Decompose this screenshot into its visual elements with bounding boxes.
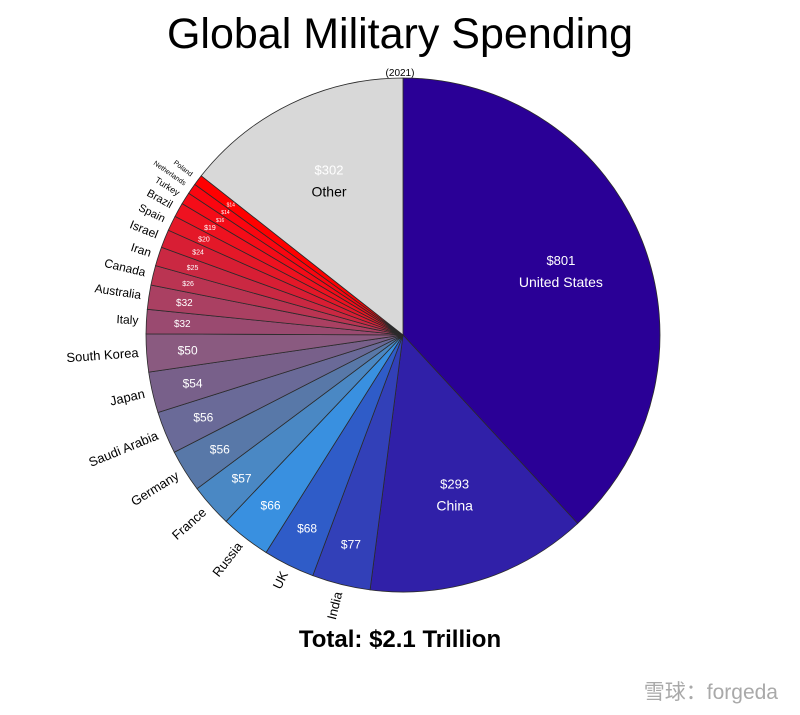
pie-slice-china [369, 334, 579, 593]
slice-name-japan: Japan [108, 386, 146, 409]
slice-name-iran: Iran [129, 240, 153, 260]
slice-name-saudi-arabia: Saudi Arabia [86, 428, 161, 470]
slice-name-south-korea: South Korea [66, 345, 140, 365]
pie-slice-other [200, 77, 404, 336]
slice-value-netherlands: $14 [221, 210, 230, 216]
slice-value-uk: $68 [297, 522, 317, 536]
slice-value-saudi-arabia: $56 [193, 410, 213, 424]
chart-title: Global Military Spending [166, 10, 634, 58]
slice-value-poland: $14 [227, 203, 236, 209]
slice-value-other: $302 [315, 162, 344, 177]
total-label: Total: $2.1 Trillion [298, 626, 502, 653]
pie-slice-united-states [402, 77, 661, 525]
slice-name-china: China [436, 498, 473, 514]
slice-name-uk: UK [270, 568, 292, 591]
slice-name-italy: Italy [116, 312, 139, 327]
slice-name-united-states: United States [519, 274, 603, 290]
slice-value-japan: $54 [183, 377, 203, 391]
slice-value-australia: $32 [176, 298, 193, 309]
slice-value-iran: $25 [187, 265, 199, 272]
slice-value-south-korea: $50 [178, 343, 198, 357]
slice-name-canada: Canada [103, 256, 147, 279]
slice-value-spain: $20 [198, 236, 210, 243]
slice-value-india: $77 [341, 538, 361, 552]
slice-value-france: $57 [232, 472, 252, 486]
slice-name-australia: Australia [94, 281, 143, 302]
slice-value-canada: $26 [182, 281, 194, 288]
slice-value-united-states: $801 [546, 253, 575, 268]
watermark: 雪球：forgeda [643, 681, 778, 704]
slice-value-israel: $24 [192, 250, 204, 257]
slice-value-italy: $32 [174, 319, 191, 330]
chart-subtitle: (2021) [385, 68, 415, 79]
slice-value-turkey: $16 [216, 218, 225, 224]
slice-name-india: India [324, 589, 346, 621]
slice-name-other: Other [312, 183, 347, 199]
slice-name-france: France [169, 505, 209, 543]
slice-value-germany: $56 [210, 442, 230, 456]
slice-value-brazil: $19 [204, 225, 216, 232]
slice-value-russia: $66 [261, 499, 281, 513]
slice-name-germany: Germany [128, 468, 182, 509]
slice-value-china: $293 [440, 477, 469, 492]
slice-name-russia: Russia [209, 538, 246, 579]
